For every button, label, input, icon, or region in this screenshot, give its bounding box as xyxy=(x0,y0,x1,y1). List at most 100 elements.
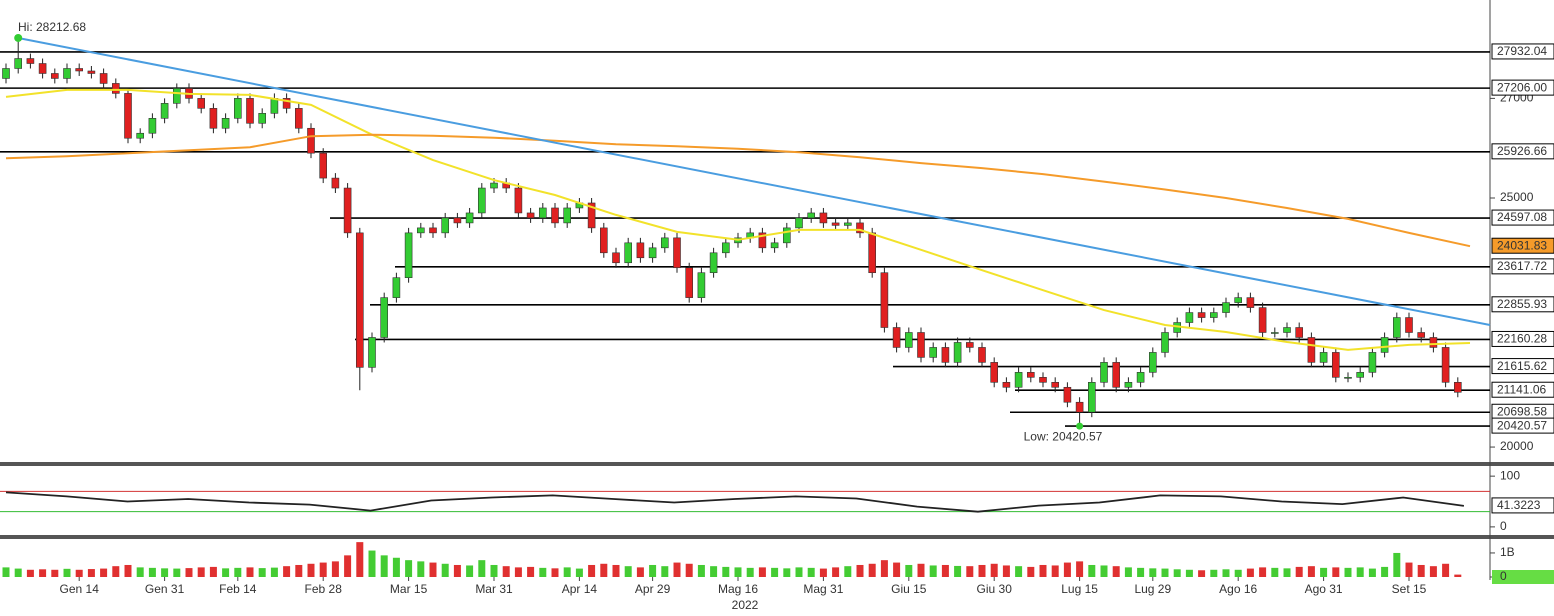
volume-bar xyxy=(905,564,913,577)
level-label: 27206.00 xyxy=(1497,80,1547,94)
volume-bar xyxy=(112,566,120,577)
volume-bar xyxy=(234,567,242,577)
volume-bar xyxy=(148,567,156,577)
volume-bar xyxy=(771,567,779,577)
candle-body xyxy=(1075,401,1084,413)
volume-bar xyxy=(1076,561,1084,577)
candle-body xyxy=(112,83,120,94)
volume-bar xyxy=(673,562,681,577)
candle-body xyxy=(1271,332,1279,334)
level-badge xyxy=(1491,79,1554,96)
volume-bar xyxy=(649,564,657,577)
candle-body xyxy=(1234,297,1242,303)
volume-bar xyxy=(87,569,95,577)
volume-bar xyxy=(380,555,388,577)
volume-bar xyxy=(1185,569,1193,577)
level-badge xyxy=(1491,330,1554,347)
candle-body xyxy=(1295,327,1303,338)
y-tick-label: 1B xyxy=(1500,545,1515,559)
level-label: 23617.72 xyxy=(1497,259,1547,273)
volume-bar xyxy=(356,542,364,577)
candle-body xyxy=(14,58,22,69)
volume-bar xyxy=(75,569,83,577)
y-tick-label: 20000 xyxy=(1500,439,1534,453)
candle-body xyxy=(1185,312,1194,323)
candle-body xyxy=(1393,317,1401,338)
x-tick-label: Feb 28 xyxy=(305,582,343,596)
candle-body xyxy=(38,63,47,74)
candle-body xyxy=(1441,347,1450,383)
candle-body xyxy=(1356,372,1364,378)
candle-body xyxy=(526,212,535,219)
volume-bar xyxy=(1246,568,1254,577)
candle-body xyxy=(648,247,657,259)
volume-bar xyxy=(1320,567,1328,577)
candle-body xyxy=(453,217,462,224)
volume-bar xyxy=(1051,565,1059,577)
candle-body xyxy=(136,132,144,139)
candle-body xyxy=(673,237,681,269)
candle-body xyxy=(343,187,352,234)
volume-bar xyxy=(246,567,254,577)
candle-body xyxy=(173,88,181,104)
candle-body xyxy=(636,242,645,259)
y-tick-label: 25000 xyxy=(1500,190,1534,204)
volume-bar xyxy=(1137,567,1145,577)
volume-bar xyxy=(661,566,669,577)
candle-body xyxy=(807,212,816,219)
volume-bar xyxy=(832,567,840,577)
x-tick-label: Lug 29 xyxy=(1134,582,1171,596)
volume-bar xyxy=(124,564,132,577)
volume-bar xyxy=(1027,566,1035,577)
moving-average xyxy=(5,88,1471,351)
candle-body xyxy=(1027,372,1035,378)
x-tick-label: Giu 15 xyxy=(891,582,927,596)
volume-bar xyxy=(1381,566,1389,577)
volume-bar xyxy=(734,567,742,577)
candle-body xyxy=(819,212,828,224)
level-label: 21141.06 xyxy=(1497,382,1546,396)
volume-bar xyxy=(1283,568,1291,577)
candle-body xyxy=(1124,382,1133,388)
volume-bar xyxy=(856,564,864,577)
volume-bar xyxy=(173,568,181,577)
candle-body xyxy=(1039,377,1047,383)
candle-body xyxy=(868,232,877,274)
high-marker xyxy=(14,33,23,42)
candle-body xyxy=(319,152,328,179)
level-badge xyxy=(1491,296,1554,313)
candle-body xyxy=(599,227,608,254)
volume-bar xyxy=(1259,567,1267,577)
volume-bar xyxy=(539,567,547,577)
volume-bar xyxy=(1332,567,1340,577)
candle-body xyxy=(965,342,974,348)
level-badge xyxy=(1491,143,1554,160)
volume-bar xyxy=(710,566,718,577)
candle-body xyxy=(795,217,803,229)
volume-bar xyxy=(1210,569,1218,577)
candle-body xyxy=(1210,312,1218,318)
volume-bar xyxy=(392,557,400,577)
volume-bar xyxy=(429,562,437,577)
candle-body xyxy=(1344,377,1352,379)
candle-body xyxy=(1112,362,1120,388)
candle-body xyxy=(563,207,572,224)
candle-body xyxy=(246,98,254,124)
y-tick-label: 100 xyxy=(1500,468,1520,482)
candle-body xyxy=(758,232,767,249)
candle-body xyxy=(1014,372,1023,388)
candle-body xyxy=(477,187,486,214)
candle-body xyxy=(904,332,913,348)
candle-body xyxy=(331,177,340,189)
candle-body xyxy=(1136,372,1145,383)
volume-bar xyxy=(100,568,108,577)
volume-bar xyxy=(1063,562,1071,577)
candle-body xyxy=(697,272,706,298)
candle-body xyxy=(1100,362,1108,383)
candle-body xyxy=(1149,352,1157,373)
volume-bar xyxy=(600,563,608,577)
volume-bar xyxy=(283,566,291,577)
volume-bar xyxy=(551,568,559,577)
candle-body xyxy=(551,207,559,224)
